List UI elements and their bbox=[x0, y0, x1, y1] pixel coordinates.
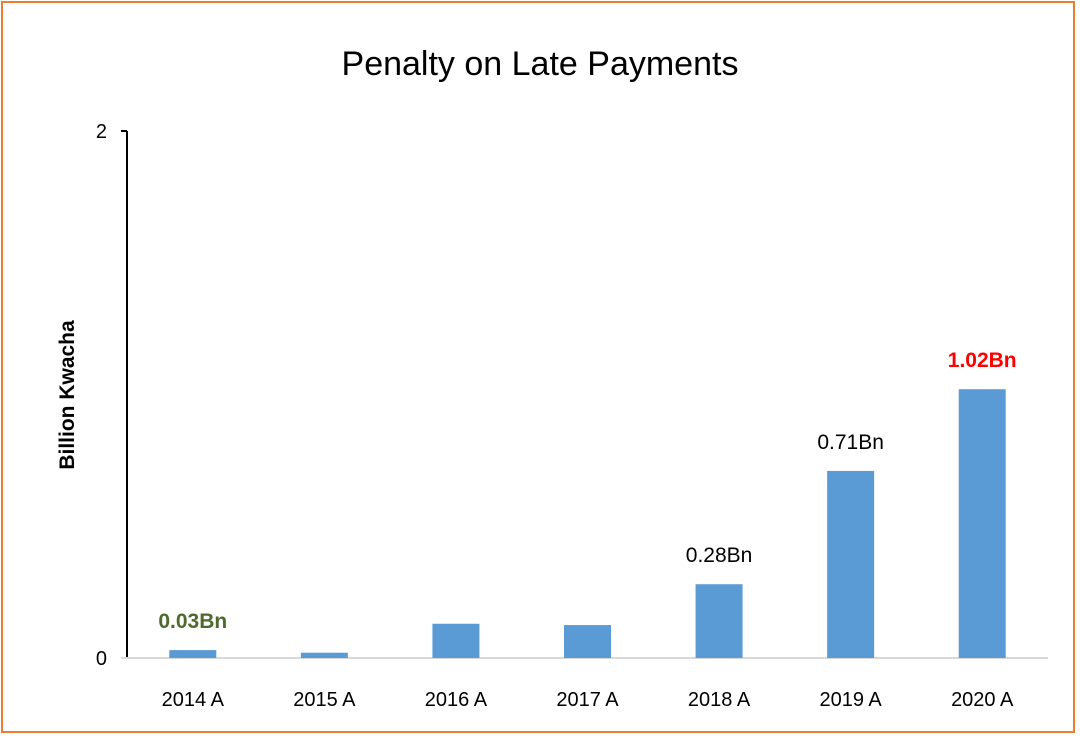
x-category-label: 2014 A bbox=[162, 689, 225, 711]
y-axis-ticks: 02 bbox=[96, 121, 127, 670]
bar-2019-a bbox=[827, 470, 875, 658]
bar-2015-a bbox=[300, 652, 348, 658]
data-label: 1.02Bn bbox=[948, 349, 1017, 372]
y-tick-label: 0 bbox=[96, 648, 107, 670]
bar-2018-a bbox=[695, 584, 743, 658]
y-axis-label: Billion Kwacha bbox=[56, 320, 79, 470]
x-category-label: 2020 A bbox=[951, 689, 1014, 711]
x-category-label: 2017 A bbox=[556, 689, 619, 711]
bar-2020-a bbox=[958, 389, 1006, 658]
bar-2014-a bbox=[169, 650, 217, 658]
y-tick-label: 2 bbox=[96, 121, 107, 143]
bar-2017-a bbox=[564, 625, 611, 658]
x-category-label: 2016 A bbox=[425, 689, 488, 711]
bar-2016-a bbox=[432, 623, 480, 658]
x-axis-categories: 2014 A 2015 A 2016 A 2017 A 2018 A 2019 A 2020… bbox=[162, 689, 1014, 711]
data-labels: 0.03Bn 0.28Bn 0.71Bn 1.02Bn bbox=[158, 349, 1016, 633]
x-category-label: 2018 A bbox=[688, 689, 751, 711]
data-label: 0.71Bn bbox=[817, 431, 884, 454]
chart-title: Penalty on Late Payments bbox=[342, 45, 739, 83]
bar-chart: Penalty on Late Payments Billion Kwacha … bbox=[56, 45, 1048, 711]
data-label: 0.03Bn bbox=[158, 610, 227, 633]
bars-group bbox=[169, 389, 1006, 658]
x-category-label: 2019 A bbox=[819, 689, 882, 711]
x-category-label: 2015 A bbox=[293, 689, 356, 711]
data-label: 0.28Bn bbox=[686, 544, 753, 567]
